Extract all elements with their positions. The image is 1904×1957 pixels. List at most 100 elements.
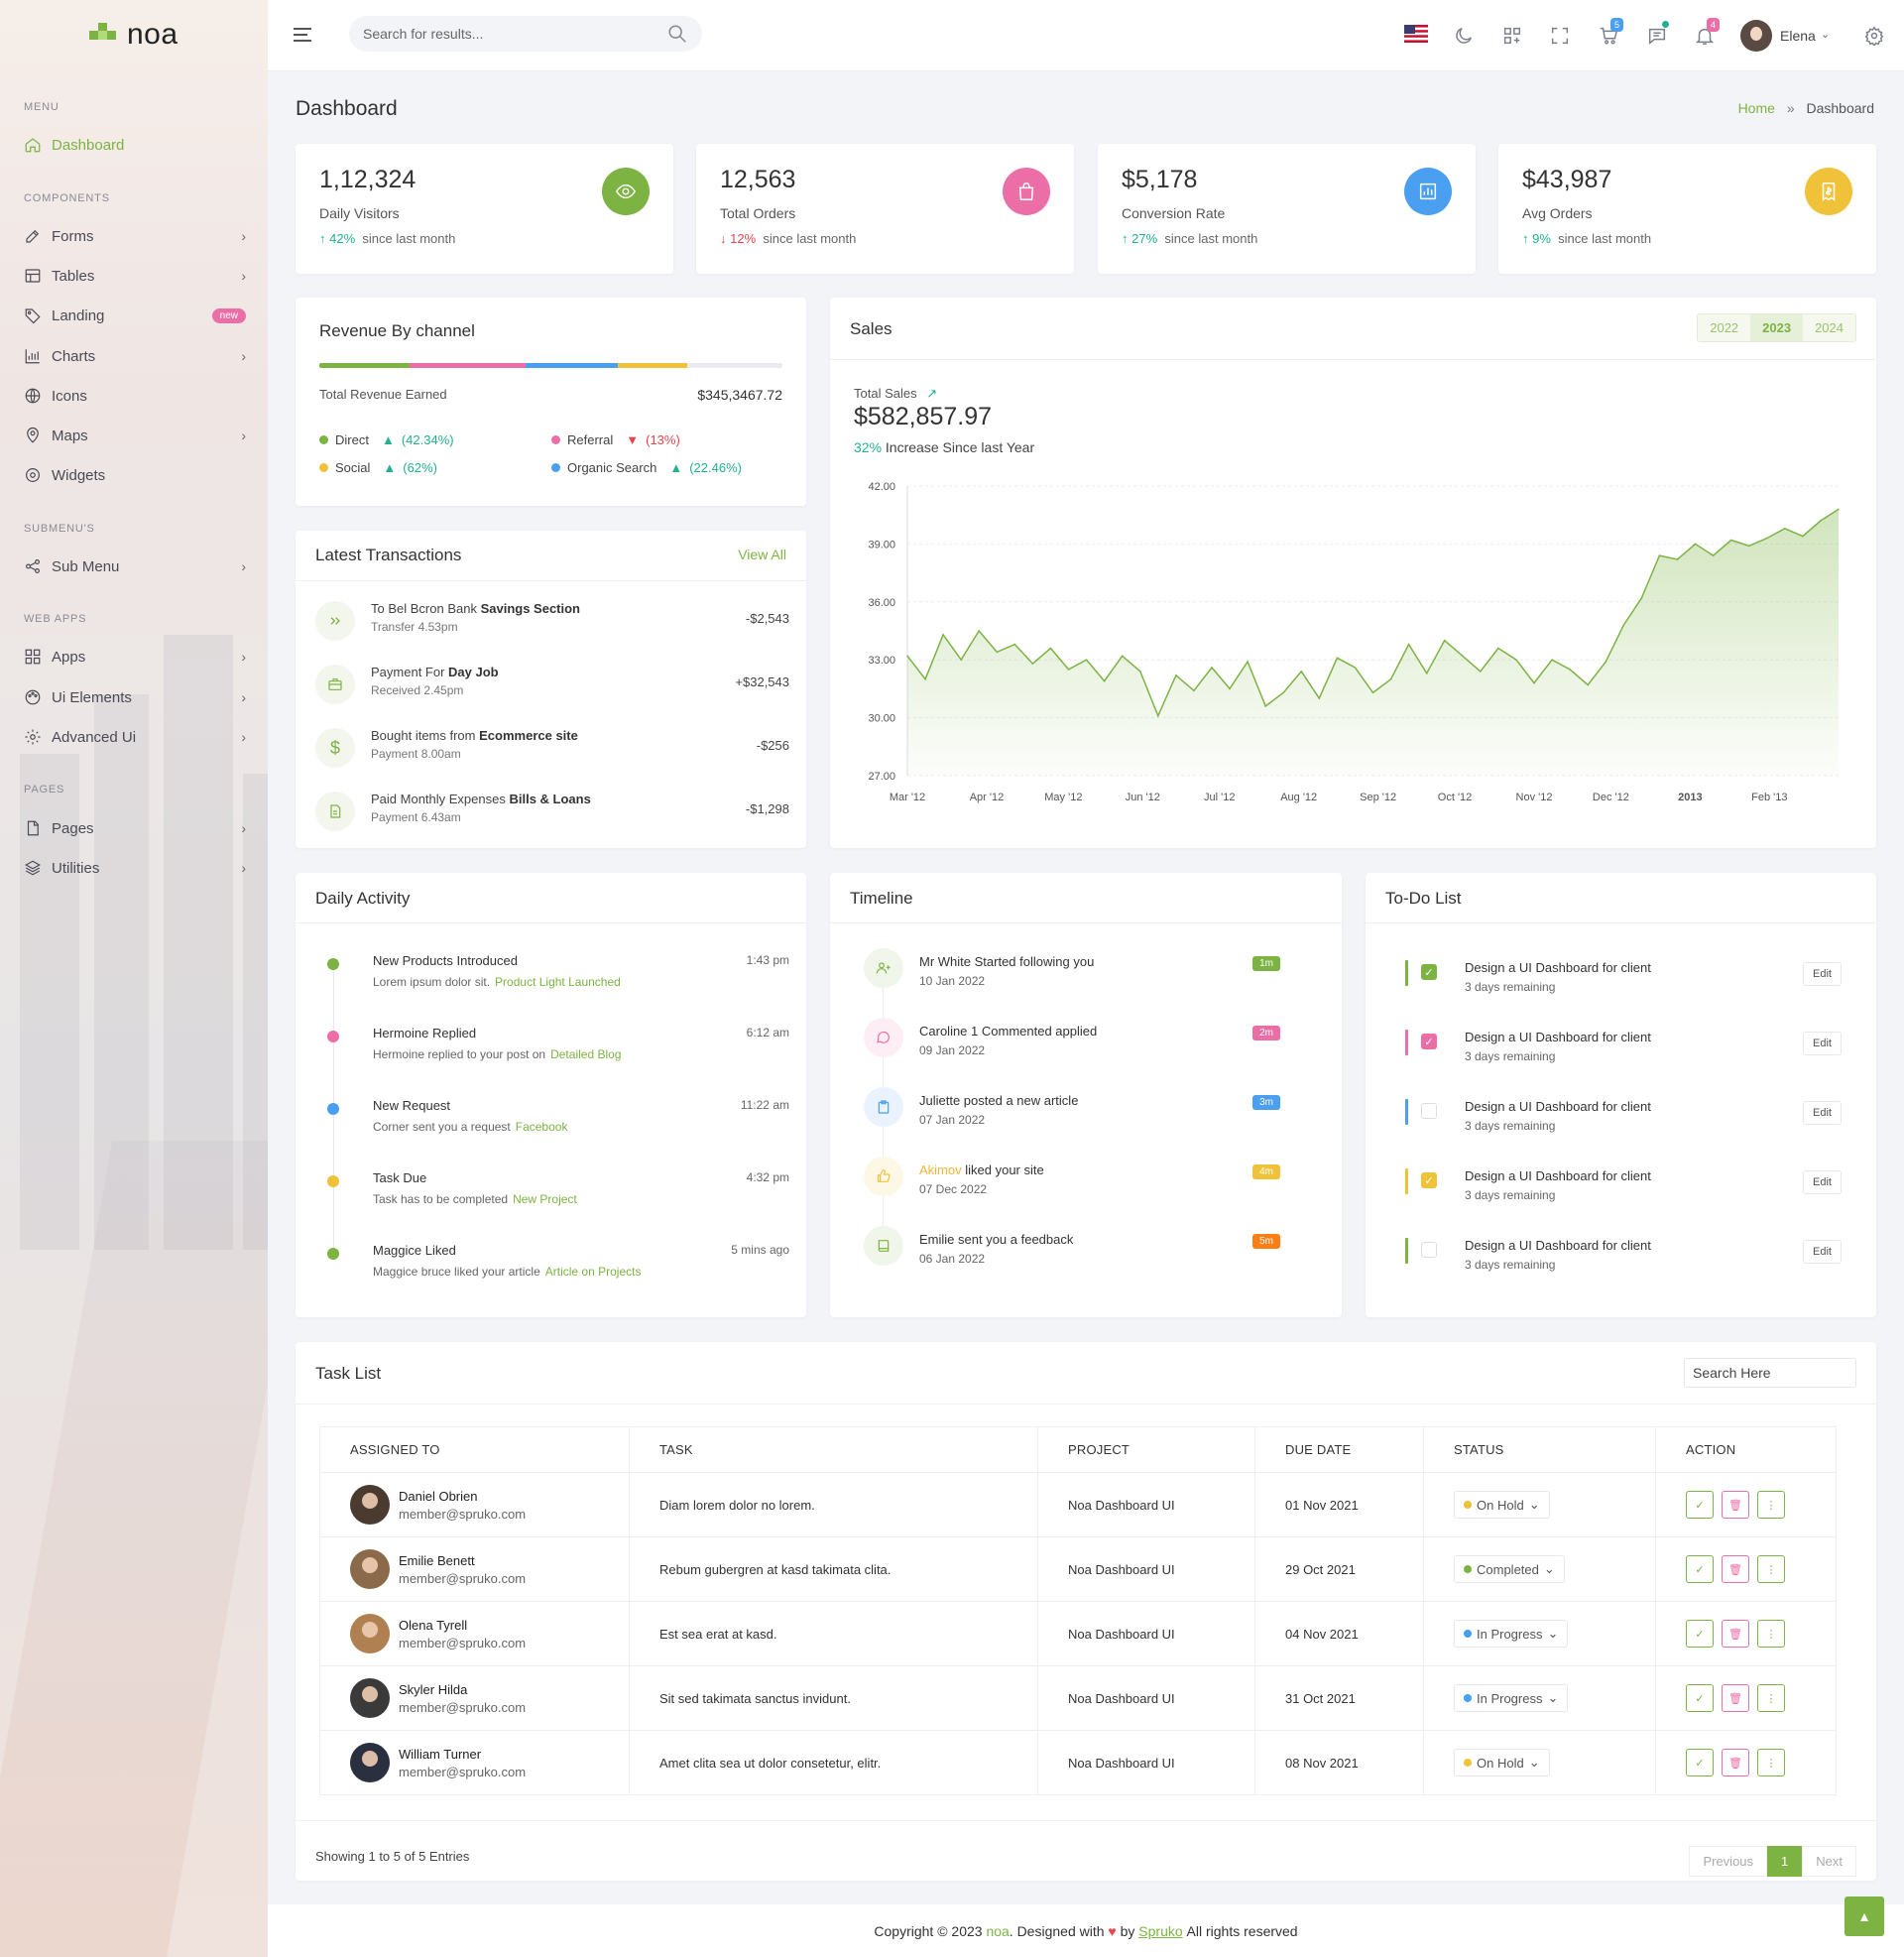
- activity-dot: [327, 1103, 339, 1115]
- breadcrumb-separator: »: [1786, 100, 1795, 116]
- trash-icon[interactable]: 🗑: [1722, 1555, 1749, 1583]
- next-button[interactable]: Next: [1802, 1846, 1856, 1877]
- sidebar-item-widgets[interactable]: Widgets: [24, 462, 246, 488]
- search-input[interactable]: Search for results...: [349, 16, 702, 52]
- us-flag-icon[interactable]: [1404, 25, 1428, 47]
- activity-link[interactable]: Detailed Blog: [550, 1047, 622, 1061]
- todo-checkbox[interactable]: [1421, 1242, 1437, 1258]
- pagination: Previous 1 Next: [1689, 1846, 1856, 1877]
- menu-category-submenus: SUBMENU'S: [24, 523, 95, 535]
- approve-icon[interactable]: ✓: [1686, 1555, 1714, 1583]
- column-header[interactable]: TASK: [629, 1426, 1038, 1473]
- todo-checkbox[interactable]: ✓: [1421, 964, 1437, 980]
- status-dropdown[interactable]: Completed ⌄: [1454, 1555, 1565, 1583]
- trash-icon[interactable]: 🗑: [1722, 1749, 1749, 1776]
- search-placeholder: Search for results...: [363, 26, 484, 42]
- sidebar-item-label: Icons: [52, 387, 87, 405]
- sidebar-item-forms[interactable]: Forms ›: [24, 223, 246, 249]
- task-search-input[interactable]: Search Here: [1684, 1358, 1856, 1388]
- transaction-item[interactable]: $ Bought items from Ecommerce site Payme…: [315, 722, 789, 774]
- more-vertical-icon[interactable]: ⋮: [1757, 1620, 1785, 1648]
- trash-icon[interactable]: 🗑: [1722, 1620, 1749, 1648]
- sidebar-item-dashboard[interactable]: Dashboard: [24, 132, 246, 158]
- column-header[interactable]: ASSIGNED TO: [319, 1426, 630, 1473]
- more-vertical-icon[interactable]: ⋮: [1757, 1749, 1785, 1776]
- todo-checkbox[interactable]: [1421, 1103, 1437, 1119]
- activity-link[interactable]: New Project: [513, 1192, 577, 1206]
- sidebar-item-label: Apps: [52, 648, 86, 666]
- page-1-button[interactable]: 1: [1767, 1846, 1803, 1877]
- view-all-link[interactable]: View All: [738, 547, 786, 562]
- user-avatar[interactable]: [1740, 20, 1772, 52]
- trash-icon[interactable]: 🗑: [1722, 1684, 1749, 1712]
- search-icon[interactable]: [666, 23, 688, 45]
- activity-item: Maggice Liked Maggice bruce liked your a…: [315, 1238, 789, 1297]
- more-vertical-icon[interactable]: ⋮: [1757, 1491, 1785, 1519]
- trash-icon[interactable]: 🗑: [1722, 1491, 1749, 1519]
- sidebar-item-icons[interactable]: Icons: [24, 383, 246, 409]
- messages-icon[interactable]: [1646, 25, 1668, 47]
- moon-icon[interactable]: [1453, 25, 1475, 47]
- edit-button[interactable]: Edit: [1803, 1240, 1842, 1264]
- sidebar-item-sub-menu[interactable]: Sub Menu ›: [24, 553, 246, 579]
- year-2023-button[interactable]: 2023: [1750, 314, 1804, 341]
- top-header: Search for results... 5 4 Elena ⌄: [268, 0, 1904, 71]
- data-point: [1820, 520, 1822, 522]
- column-header[interactable]: ACTION: [1655, 1426, 1837, 1473]
- data-point: [1802, 535, 1804, 538]
- sidebar-item-ui-elements[interactable]: Ui Elements ›: [24, 684, 246, 710]
- hamburger-menu-icon[interactable]: [294, 28, 311, 42]
- column-header[interactable]: STATUS: [1423, 1426, 1656, 1473]
- todo-checkbox[interactable]: ✓: [1421, 1172, 1437, 1188]
- chevron-down-icon[interactable]: ⌄: [1821, 29, 1831, 41]
- approve-icon[interactable]: ✓: [1686, 1620, 1714, 1648]
- approve-icon[interactable]: ✓: [1686, 1749, 1714, 1776]
- sidebar-item-pages[interactable]: Pages ›: [24, 815, 246, 841]
- sidebar-item-apps[interactable]: Apps ›: [24, 644, 246, 670]
- y-tick-label: 39.00: [868, 539, 895, 550]
- status-dropdown[interactable]: In Progress ⌄: [1454, 1684, 1569, 1712]
- more-vertical-icon[interactable]: ⋮: [1757, 1555, 1785, 1583]
- user-name[interactable]: Elena: [1780, 28, 1816, 44]
- transaction-item[interactable]: To Bel Bcron Bank Savings Section Transf…: [315, 595, 789, 647]
- column-header[interactable]: DUE DATE: [1254, 1426, 1424, 1473]
- sidebar-item-advanced-ui[interactable]: Advanced Ui ›: [24, 724, 246, 750]
- transaction-item[interactable]: Payment For Day Job Received 2.45pm +$32…: [315, 659, 789, 710]
- edit-button[interactable]: Edit: [1803, 1032, 1842, 1055]
- year-2024-button[interactable]: 2024: [1803, 314, 1855, 341]
- column-header[interactable]: PROJECT: [1037, 1426, 1255, 1473]
- back-to-top-button[interactable]: ▲: [1844, 1896, 1884, 1936]
- approve-icon[interactable]: ✓: [1686, 1491, 1714, 1519]
- activity-link[interactable]: Article on Projects: [544, 1265, 642, 1279]
- status-dropdown[interactable]: On Hold ⌄: [1454, 1491, 1550, 1519]
- sidebar-item-utilities[interactable]: Utilities ›: [24, 855, 246, 881]
- edit-button[interactable]: Edit: [1803, 1170, 1842, 1194]
- sidebar-item-charts[interactable]: Charts ›: [24, 343, 246, 369]
- edit-button[interactable]: Edit: [1803, 962, 1842, 986]
- status-dropdown[interactable]: In Progress ⌄: [1454, 1620, 1569, 1648]
- todo-checkbox[interactable]: ✓: [1421, 1034, 1437, 1049]
- comment-icon: [864, 1018, 903, 1057]
- stat-label: Avg Orders: [1522, 205, 1593, 221]
- brand-logo[interactable]: noa: [89, 18, 178, 52]
- status-dropdown[interactable]: On Hold ⌄: [1454, 1749, 1550, 1776]
- activity-link[interactable]: Product Light Launched: [495, 975, 621, 989]
- grid-apps-icon[interactable]: [1501, 25, 1523, 47]
- previous-button[interactable]: Previous: [1689, 1846, 1768, 1877]
- approve-icon[interactable]: ✓: [1686, 1684, 1714, 1712]
- sidebar-item-tables[interactable]: Tables ›: [24, 263, 246, 289]
- more-vertical-icon[interactable]: ⋮: [1757, 1684, 1785, 1712]
- fullscreen-icon[interactable]: [1549, 25, 1571, 47]
- avatar: [350, 1743, 390, 1782]
- activity-link[interactable]: Facebook: [515, 1120, 568, 1134]
- table-row: William Turner member@spruko.com Amet cli…: [319, 1730, 1837, 1795]
- sidebar-item-maps[interactable]: Maps ›: [24, 423, 246, 448]
- year-2022-button[interactable]: 2022: [1698, 314, 1751, 341]
- sidebar-item-landing[interactable]: Landing new: [24, 303, 246, 328]
- footer-company-link[interactable]: Spruko: [1138, 1922, 1183, 1939]
- transaction-item[interactable]: Paid Monthly Expenses Bills & Loans Paym…: [315, 786, 789, 837]
- footer-brand[interactable]: noa: [986, 1922, 1010, 1939]
- edit-button[interactable]: Edit: [1803, 1101, 1842, 1125]
- breadcrumb-home[interactable]: Home: [1737, 100, 1775, 116]
- settings-gear-icon[interactable]: [1864, 26, 1884, 46]
